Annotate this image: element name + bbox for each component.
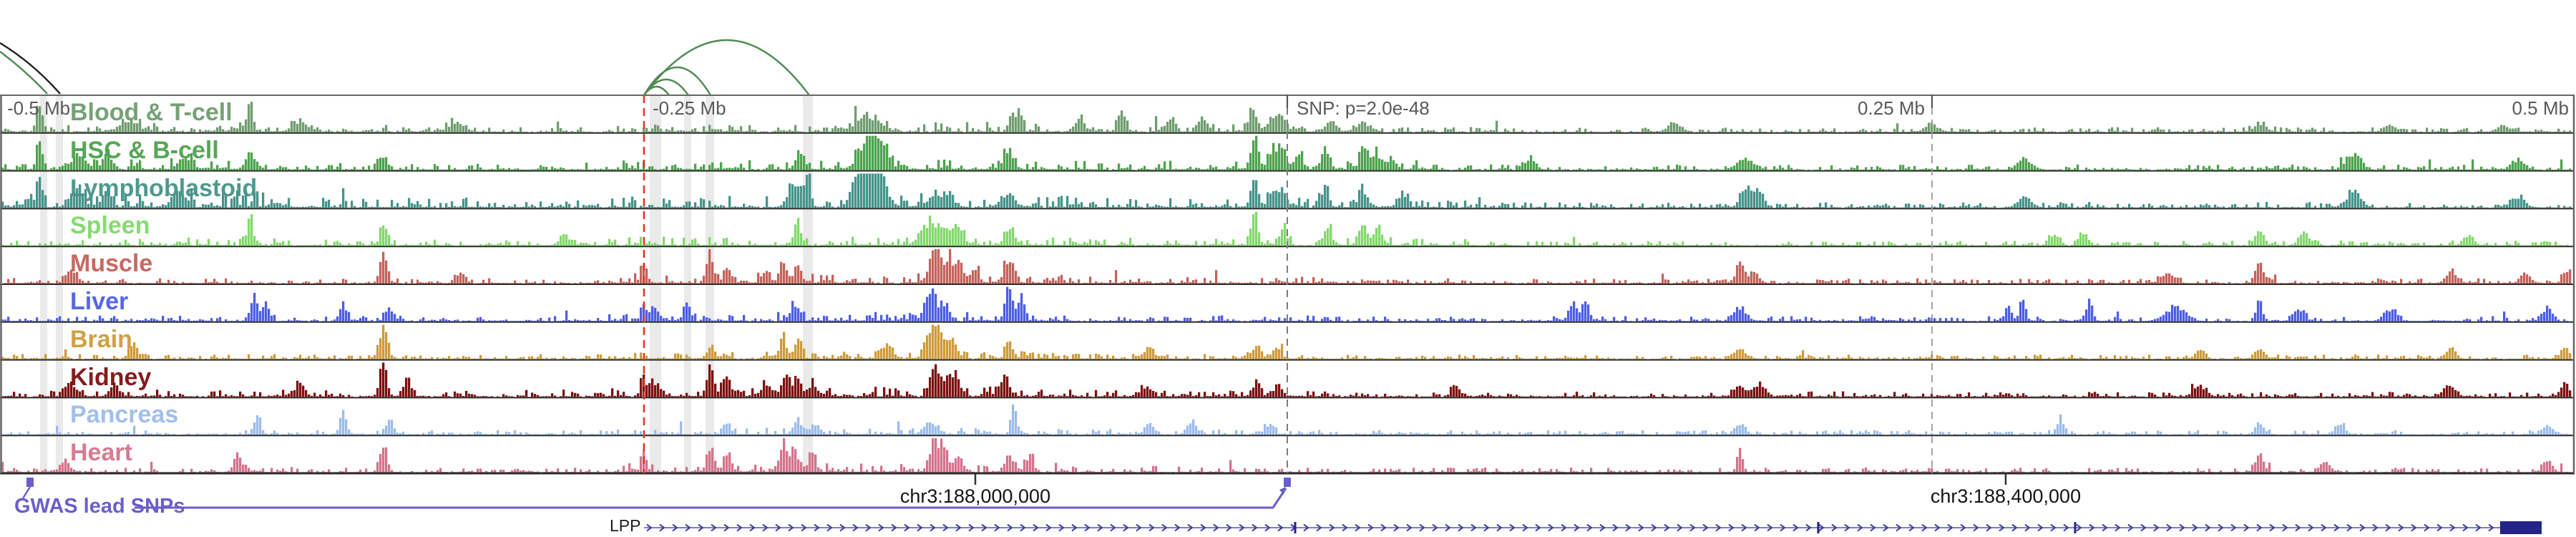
axis-tick-minus05mb: -0.5 Mb [7,97,71,119]
lead-snp-tick [1284,478,1291,487]
track-label: Blood & T-cell [70,99,233,126]
axis-tick-plus025mb: 0.25 Mb [1858,97,1925,119]
interaction-arc [643,39,810,96]
track-label: Heart [70,439,132,467]
gwas-lead-snps-label: GWAS lead SNPs [14,495,185,518]
signal-track-spleen [1,211,2569,246]
gwas-pointer-arrowhead [1279,487,1286,495]
track-label: Brain [70,325,132,353]
gwas-pointer-line-left [21,486,31,499]
coordinate-label-right: chr3:188,400,000 [1930,485,2082,507]
gene-exon-tick [1294,522,1297,533]
gene-exon-tick [2074,522,2077,533]
gene-exon-tick [1817,522,1820,533]
signal-track-blood-t-cell [1,102,2572,132]
signal-track-kidney [1,362,2572,397]
track-label: Spleen [70,212,150,240]
interaction-arc-left [0,51,48,95]
axis-tick-plus05mb: 0.5 Mb [2512,97,2570,119]
signal-track-lymphoblastoid [1,173,2572,208]
gwas-pointer-line [135,488,1287,509]
gene-terminal-exon [2500,521,2542,534]
signal-track-pancreas [1,404,2572,435]
signal-track-heart [1,438,2569,473]
gene-label-lpp: LPP [610,516,641,535]
interaction-arc-left [0,42,61,95]
interaction-arc [643,67,712,96]
snp-pvalue-label: SNP: p=2.0e-48 [1297,97,1430,119]
track-label: Liver [70,288,129,315]
signal-track-hsc-b-cell [1,135,2572,170]
lead-snp-tick [26,478,34,487]
gene-strand-chevrons [646,523,2494,532]
coordinate-label-left: chr3:188,000,000 [899,485,1051,507]
track-label: Pancreas [70,401,179,429]
signal-track-muscle [4,249,2572,284]
axis-tick-minus025mb: -0.25 Mb [653,97,726,119]
track-label: Kidney [70,363,152,391]
signal-track-brain [1,324,2572,359]
signal-track-liver [1,286,2569,321]
track-label: HSC & B-cell [70,136,219,164]
track-label: Muscle [70,250,153,278]
